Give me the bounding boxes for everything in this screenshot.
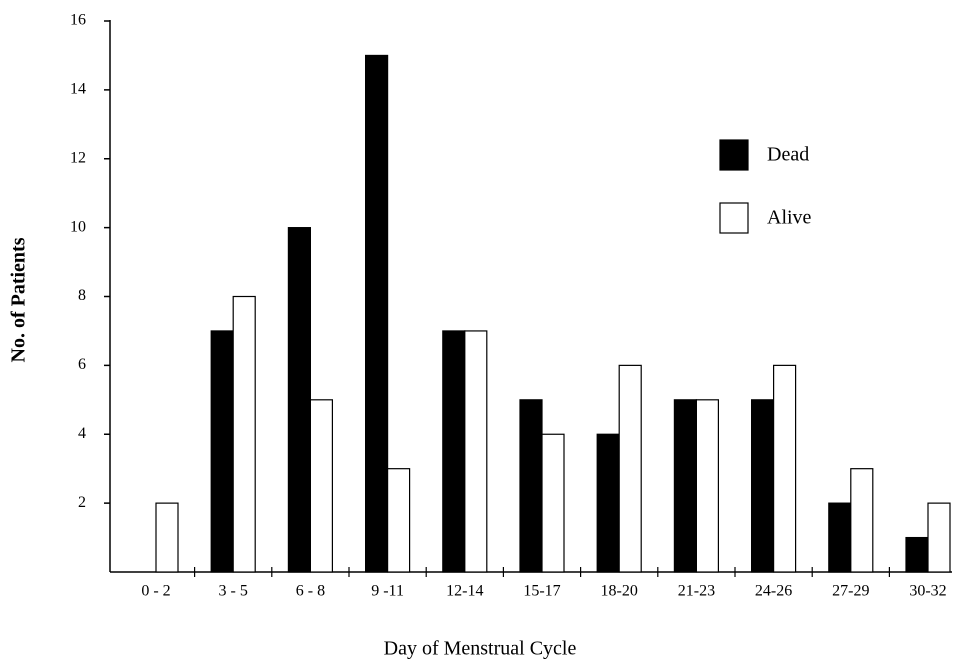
bar [828,502,852,573]
x-axis-label: Day of Menstrual Cycle [384,638,577,660]
y-tick-label: 10 [70,218,86,235]
bar [387,468,411,573]
x-tick-label: 12-14 [446,583,483,600]
legend-label: Dead [767,144,809,166]
x-tick-label: 24-26 [755,583,792,600]
bar [927,502,951,573]
x-tick-label: 3 - 5 [219,583,248,600]
bar [905,536,929,573]
bar [618,364,642,573]
x-tick-label: 27-29 [832,583,869,600]
bar [850,468,874,573]
bar [210,330,234,573]
bar [750,399,775,573]
bar [464,330,488,573]
bar [155,502,179,573]
bar [695,399,720,573]
bar [596,433,620,573]
legend-swatch [719,139,749,171]
y-tick-label: 12 [70,149,86,166]
x-tick-label: 6 - 8 [296,583,325,600]
y-tick-label: 4 [78,425,86,442]
bar [673,399,698,573]
bar [519,399,543,573]
bar [772,364,797,573]
x-tick-label: 9 -11 [371,583,404,600]
bar [232,295,256,573]
legend-label: Alive [767,207,812,229]
bar [309,399,333,573]
y-tick-label: 2 [78,494,86,511]
x-tick-label: 30-32 [909,583,946,600]
y-tick-label: 8 [78,287,86,304]
y-tick-label: 14 [70,81,86,98]
y-tick-label: 6 [78,356,86,373]
x-tick-label: 21-23 [678,583,715,600]
x-tick-label: 18-20 [601,583,638,600]
bar [442,330,466,573]
bar [365,54,389,573]
y-axis-label: No. of Patients [8,237,30,362]
bar [541,433,565,573]
x-tick-label: 15-17 [523,583,560,600]
bar [287,227,311,573]
legend-swatch [719,202,749,234]
x-tick-label: 0 - 2 [141,583,170,600]
y-tick-label: 16 [70,12,86,29]
